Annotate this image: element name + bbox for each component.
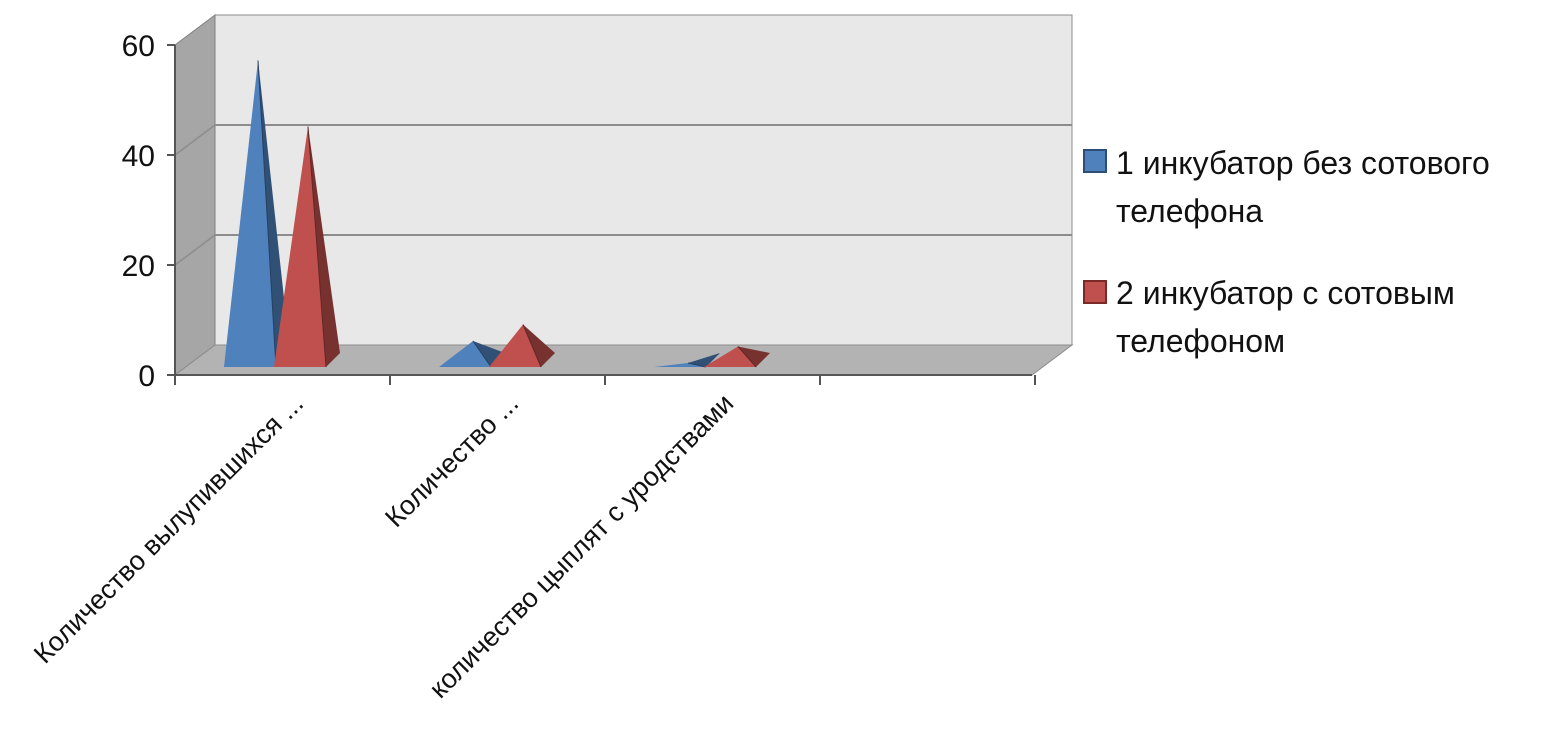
category-label-1: Количество вылупившихся ... <box>28 388 309 669</box>
pyramid-side-face <box>523 324 555 367</box>
pyramid-edge <box>522 324 542 368</box>
pyramid-front-face <box>704 346 756 367</box>
y-tick-label: 40 <box>122 140 155 173</box>
gridlines <box>174 124 1072 266</box>
pyramid-series-2-1 <box>274 126 340 368</box>
pyramid-side-face <box>688 353 720 367</box>
pyramid-edge <box>737 346 757 368</box>
pyramid-front-face <box>274 126 326 367</box>
pyramid-edge <box>257 60 277 368</box>
back-wall <box>214 14 1073 346</box>
y-axis: 0 20 40 60 <box>122 30 1036 393</box>
pyramid-series-1-1 <box>224 60 290 368</box>
pyramid-side-face <box>308 126 340 367</box>
legend-swatch-series-2 <box>1083 280 1107 304</box>
x-axis-labels: Количество вылупившихся ... Количество ..… <box>28 388 739 704</box>
legend-label-series-2-line-1: 2 инкубатор с сотовым <box>1116 275 1455 311</box>
pyramid-side-face <box>258 60 290 367</box>
pyramid-edge <box>307 126 327 368</box>
side-wall <box>174 14 216 376</box>
category-label-2: Количество ... <box>379 388 524 533</box>
pyramid-series-1-3 <box>654 353 720 368</box>
pyramid-edge <box>687 362 707 368</box>
pyramid-edge <box>472 340 492 368</box>
gridline-side <box>174 234 216 266</box>
pyramid-front-face <box>489 324 541 367</box>
y-tick-label: 60 <box>122 30 155 63</box>
pyramid-front-face <box>224 60 276 367</box>
chart-marks <box>224 60 770 368</box>
pyramid-front-face <box>439 341 491 367</box>
y-tick-label: 20 <box>122 250 155 283</box>
pyramid-side-face <box>738 346 770 367</box>
y-tick-label: 0 <box>138 360 155 393</box>
legend: 1 инкубатор без сотового телефона 2 инку… <box>1083 145 1490 359</box>
pyramid-series-2-2 <box>489 324 555 368</box>
legend-label-series-1-line-2: телефона <box>1116 193 1263 229</box>
legend-label-series-2-line-2: телефоном <box>1116 323 1285 359</box>
legend-swatch-series-1 <box>1083 149 1107 173</box>
pyramid-series-2-3 <box>704 346 770 368</box>
gridline-side <box>174 124 216 156</box>
legend-label-series-1-line-1: 1 инкубатор без сотового <box>1116 145 1490 181</box>
pyramid-front-face <box>654 363 706 367</box>
